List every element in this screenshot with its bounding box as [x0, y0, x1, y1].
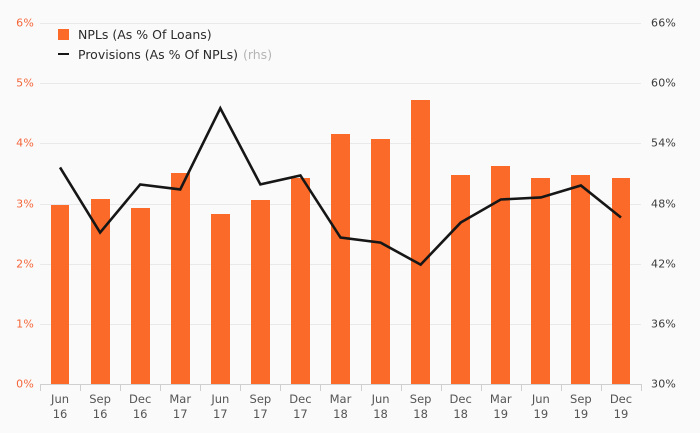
y-axis-left-tick-label: 4% — [16, 136, 34, 150]
legend-swatch-icon — [58, 28, 69, 40]
x-axis-tick — [40, 384, 41, 391]
gridline — [40, 23, 641, 24]
x-axis-label: Mar 17 — [169, 392, 192, 421]
x-axis-label: Mar 18 — [329, 392, 352, 421]
legend-label-npls: NPLs (As % Of Loans) — [78, 26, 212, 42]
y-axis-left-tick-label: 6% — [16, 16, 34, 30]
y-axis-right-tick-label: 66% — [651, 16, 677, 30]
gridline — [40, 83, 641, 85]
legend-item-npls: NPLs (As % Of Loans) — [58, 24, 272, 44]
x-axis-tick — [80, 384, 82, 391]
x-axis-tick — [160, 384, 162, 391]
legend-axis-note: (rhs) — [242, 46, 273, 62]
x-axis-tick — [560, 384, 562, 391]
x-axis-label: Dec 19 — [609, 392, 633, 421]
bar[interactable] — [50, 204, 70, 384]
y-axis-right-tick-label: 48% — [651, 197, 677, 210]
x-axis-tick — [400, 384, 402, 391]
y-axis-right-tick-label: 60% — [651, 76, 677, 90]
x-axis-tick — [120, 384, 122, 391]
x-axis-label: Dec 17 — [289, 392, 312, 421]
bar[interactable] — [210, 213, 230, 384]
x-axis-tick — [440, 384, 442, 391]
x-axis-tick — [360, 384, 362, 391]
x-axis-label: Dec 18 — [449, 392, 472, 421]
x-axis-label: Dec 16 — [129, 392, 152, 421]
legend-label-provisions: Provisions (As % Of NPLs) — [78, 46, 238, 62]
y-axis-right-tick-label: 54% — [651, 136, 677, 150]
x-axis-label: Sep 16 — [89, 392, 111, 421]
x-axis-label: Sep 17 — [249, 392, 272, 421]
x-axis-tick — [320, 384, 322, 391]
bar[interactable] — [291, 178, 310, 384]
bar[interactable] — [331, 134, 350, 384]
x-axis-tick — [641, 384, 642, 391]
bar[interactable] — [491, 166, 511, 384]
bar[interactable] — [531, 178, 551, 384]
bar[interactable] — [90, 198, 110, 384]
y-axis-left-tick-label: 0% — [16, 377, 34, 391]
x-axis-line — [40, 384, 641, 385]
x-axis-label: Jun 17 — [211, 392, 230, 421]
y-axis-left-tick-label: 2% — [16, 257, 34, 271]
bar[interactable] — [130, 208, 150, 384]
x-axis-tick — [240, 384, 242, 391]
legend-item-provisions: Provisions (As % Of NPLs) (rhs) — [58, 44, 272, 64]
chart-legend: NPLs (As % Of Loans) Provisions (As % Of… — [58, 24, 272, 64]
x-axis-label: Sep 19 — [570, 392, 592, 421]
y-axis-right-tick-label: 30% — [651, 377, 677, 391]
x-axis-tick — [280, 384, 282, 391]
bar[interactable] — [611, 178, 631, 384]
x-axis-label: Jun 16 — [51, 392, 70, 421]
y-axis-right-tick-label: 36% — [651, 317, 677, 331]
legend-dash-icon — [58, 52, 69, 56]
y-axis-right-tick-label: 42% — [651, 257, 677, 271]
x-axis-tick — [480, 384, 482, 391]
x-axis-label: Sep 18 — [409, 392, 432, 421]
x-axis-label: Jun 18 — [371, 392, 390, 421]
y-axis-left-tick-label: 5% — [16, 76, 34, 90]
bar[interactable] — [250, 200, 270, 384]
x-axis-tick — [520, 384, 522, 391]
x-axis-label: Jun 19 — [531, 392, 550, 421]
x-axis-tick — [600, 384, 602, 391]
bar[interactable] — [571, 174, 591, 384]
x-axis-tick — [200, 384, 202, 391]
x-axis-label: Mar 19 — [489, 392, 512, 421]
bar[interactable] — [170, 173, 190, 384]
y-axis-left-tick-label: 3% — [16, 197, 34, 210]
bar[interactable] — [411, 100, 431, 384]
bar[interactable] — [371, 139, 390, 384]
y-axis-left-tick-label: 1% — [16, 317, 34, 331]
